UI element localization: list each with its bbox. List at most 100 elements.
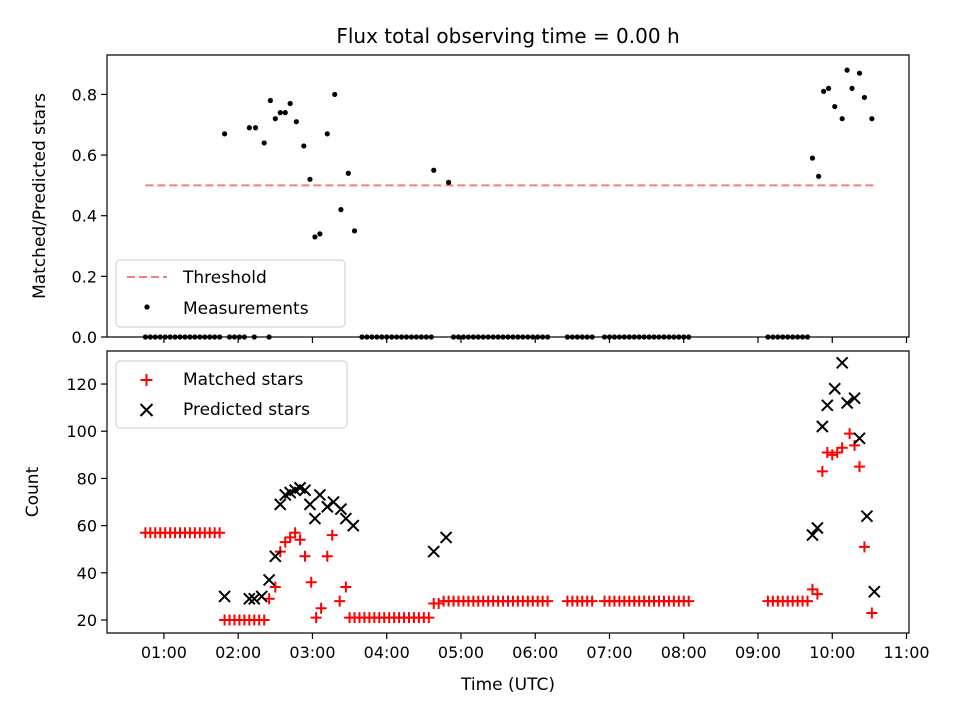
matched-star-point: [811, 588, 823, 600]
measurement-point: [431, 167, 437, 173]
predicted-star-point: [806, 528, 819, 542]
predicted-star-point: [262, 573, 276, 587]
measurement-point: [861, 94, 868, 101]
ratio-y-tick-label: 0.0: [72, 328, 97, 347]
matched-legend-key: [140, 374, 153, 386]
matched-star-point: [334, 595, 346, 607]
count-y-axis-label: Count: [23, 466, 43, 517]
x-tick-label: 08:00: [661, 643, 707, 662]
predicted-star-point: [860, 509, 874, 523]
predicted-star-point: [313, 488, 327, 502]
matched-star-point: [289, 527, 301, 539]
measurement-point: [221, 131, 228, 137]
predicted-legend-key: [139, 403, 154, 417]
matched-star-point: [853, 461, 865, 473]
matched-star-point: [299, 550, 311, 562]
matched-star-point: [821, 446, 833, 458]
figure-title: Flux total observing time = 0.00 h: [336, 24, 679, 48]
measurement-point: [312, 234, 318, 240]
predicted-star-point: [274, 498, 287, 511]
measurement-point: [272, 116, 278, 122]
measurement-point: [277, 110, 283, 116]
predicted-star-point: [347, 519, 360, 532]
matched-star-point: [858, 541, 870, 553]
measurement-point: [246, 125, 252, 131]
count-y-tick-label: 80: [77, 469, 97, 488]
predicted-star-point: [853, 432, 866, 445]
measurement-point: [821, 88, 827, 94]
measurement-point: [332, 91, 338, 98]
measurement-point: [809, 155, 816, 161]
measurement-point: [849, 85, 855, 91]
count-plot-area: [139, 356, 881, 626]
count-legend: Matched stars Predicted stars: [115, 360, 348, 429]
matched-star-point: [866, 607, 878, 619]
count-x-axis: 01:00 02:00 03:00 04:00 05:00 06:00 07:00 08:00…: [141, 633, 930, 662]
predicted-star-point: [821, 399, 834, 412]
matched-star-point: [433, 598, 445, 610]
matched-star-point: [258, 614, 270, 626]
matched-star-point: [269, 581, 281, 593]
matched-star-point: [802, 595, 814, 607]
ratio-legend: Threshold Measurements: [115, 259, 346, 328]
matched-star-point: [284, 531, 296, 543]
x-tick-label: 02:00: [215, 643, 261, 662]
measurement-point: [307, 176, 313, 182]
predicted-star-point: [848, 391, 861, 405]
count-y-tick-label: 40: [77, 564, 97, 583]
ratio-y-axis: 0.0 0.2 0.4 0.6 0.8: [72, 85, 107, 347]
measurements-legend-key: [144, 304, 150, 310]
measurement-point: [287, 100, 293, 107]
matched-star-point: [816, 465, 828, 477]
measurement-point: [856, 70, 863, 76]
predicted-star-point: [816, 420, 829, 433]
ratio-axes-frame: [106, 54, 910, 338]
x-tick-label: 01:00: [141, 643, 187, 662]
matched-star-point: [310, 612, 322, 624]
predicted-star-point: [868, 585, 881, 598]
measurement-point: [267, 97, 273, 104]
measurement-point: [261, 140, 267, 146]
measurement-point: [282, 110, 288, 116]
count-y-tick-label: 100: [66, 422, 97, 441]
predicted-star-point: [308, 512, 322, 525]
x-tick-label: 09:00: [735, 643, 781, 662]
ratio-x-ticks: [163, 337, 908, 343]
matched-star-point: [806, 583, 818, 595]
x-axis-label: Time (UTC): [460, 675, 555, 695]
predicted-star-point: [439, 531, 453, 544]
measurement-point: [301, 143, 307, 149]
ratio-y-tick-label: 0.6: [72, 146, 97, 165]
predicted-star-point: [243, 592, 256, 605]
predicted-star-point: [334, 502, 348, 516]
measurement-point: [832, 103, 838, 110]
measurement-point: [252, 125, 259, 131]
measurement-point: [338, 207, 344, 213]
matched-star-point: [321, 550, 333, 562]
matched-star-point: [844, 428, 856, 440]
predicted-star-point: [811, 521, 824, 535]
measurement-point: [445, 179, 452, 185]
matched-star-point: [214, 527, 226, 539]
matched-legend-label: Matched stars: [183, 370, 303, 390]
count-axes-frame: [106, 350, 910, 634]
measurement-point: [317, 231, 323, 237]
matched-star-point: [340, 581, 352, 593]
x-tick-label: 11:00: [883, 643, 929, 662]
measurement-point: [816, 173, 822, 179]
measurement-point: [839, 116, 845, 122]
predicted-star-point: [427, 545, 440, 558]
matched-star-point: [683, 595, 695, 607]
predicted-star-point: [840, 396, 854, 410]
ratio-y-tick-label: 0.8: [72, 85, 97, 104]
count-legend-box: [115, 360, 348, 429]
predicted-star-point: [269, 550, 282, 563]
x-tick-label: 10:00: [809, 643, 855, 662]
count-y-axis: 20 40 60 80 100 120: [66, 375, 107, 630]
x-tick-label: 07:00: [586, 643, 632, 662]
predicted-star-point: [828, 382, 841, 395]
measurement-point: [324, 131, 330, 137]
predicted-legend-label: Predicted stars: [183, 400, 310, 420]
matched-star-point: [326, 529, 338, 541]
